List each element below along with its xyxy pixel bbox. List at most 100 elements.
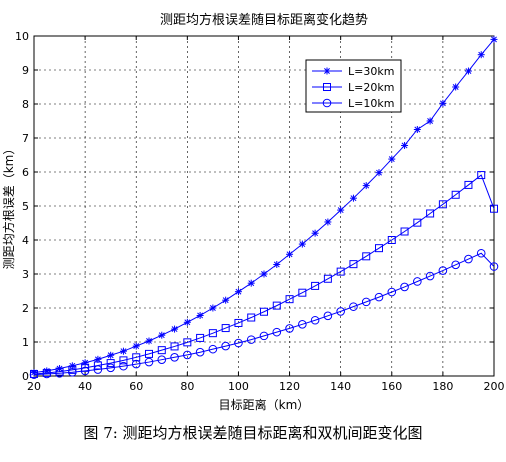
legend-label: L=30km [348,65,394,78]
data-point [362,182,370,190]
data-point [298,240,306,248]
y-tick-label: 3 [22,268,29,281]
legend-item: L=30km [312,65,394,78]
legend-label: L=20km [348,81,394,94]
data-point [387,236,396,244]
data-point [361,297,371,307]
data-point [323,274,332,283]
data-point [285,295,294,304]
data-point [464,67,472,75]
data-point [400,282,409,292]
y-tick-label: 2 [22,302,29,315]
data-point [349,302,358,311]
data-point [489,262,499,271]
data-point [107,351,115,359]
data-point [490,204,498,213]
series-circle [29,248,499,379]
data-point [324,218,332,226]
data-point [144,357,154,367]
x-tick-label: 120 [279,380,300,393]
data-point [68,362,76,370]
data-point [286,250,294,258]
y-tick-label: 6 [22,166,29,179]
data-point [426,117,434,125]
data-point [375,244,383,253]
data-point [400,227,409,236]
data-point [272,327,282,337]
x-tick-label: 200 [484,380,505,393]
data-point [311,281,320,290]
data-point [93,365,103,374]
data-point [452,83,460,91]
legend-marker [323,83,331,91]
data-point [247,279,255,287]
data-point [208,344,218,354]
data-point [298,320,307,329]
data-point [464,254,473,264]
data-point [170,342,179,351]
data-point [119,347,127,355]
data-point [208,329,217,338]
legend-marker [322,98,332,108]
data-point [42,369,52,379]
legend-marker [323,67,331,75]
data-point [119,361,128,371]
data-point [259,331,269,341]
series-line [33,252,495,376]
legend-box [305,59,402,113]
data-point [413,277,422,286]
figure-caption: 图 7: 测距均方根误差随目标距离和双机间距变化图 [83,424,423,442]
y-tick-label: 0 [22,370,29,383]
x-tick-label: 160 [381,380,402,393]
legend: L=30km L=20km L=10km [305,59,402,113]
data-point [413,126,421,133]
axis-ticks: 20 40 60 80 100 120 140 160 180 200 0 1 2 3 4 5 6 7 8 9 10 [15,30,505,393]
data-point [476,248,486,258]
data-point [426,209,435,218]
data-point [246,335,256,344]
data-point [157,346,166,355]
data-point [145,349,153,358]
data-point [170,353,179,362]
chart-figure: 20 40 60 80 100 120 140 160 180 200 0 1 2 3 4 5 6 7 8 9 10 测… [1,12,505,412]
x-tick-label: 180 [432,380,453,393]
data-point [285,324,294,333]
data-point [195,347,205,357]
data-point [337,206,345,214]
data-point [196,311,204,319]
x-tick-label: 60 [129,380,143,393]
data-point [247,313,256,322]
data-point [209,304,217,312]
data-point [451,260,460,270]
legend-item: L=10km [312,97,394,110]
data-point [260,307,268,316]
data-point [171,325,179,333]
data-point [221,341,230,351]
data-point [425,271,435,281]
x-tick-label: 140 [330,380,351,393]
data-point [401,141,409,149]
y-tick-label: 4 [22,234,29,247]
data-point [81,359,89,367]
x-axis-label: 目标距离（km） [219,397,310,412]
data-point [349,194,357,202]
x-tick-label: 100 [228,380,249,393]
data-point [477,51,485,59]
y-tick-label: 5 [22,200,29,213]
legend-label: L=10km [348,97,394,110]
x-tick-label: 40 [78,380,92,393]
series-line [33,174,495,375]
series-square [30,171,498,378]
y-tick-label: 7 [22,132,29,145]
data-point [439,99,447,107]
data-point [438,266,448,275]
data-point [131,359,141,369]
data-point [55,368,64,378]
data-point [234,288,242,296]
y-tick-label: 9 [22,64,29,77]
y-tick-label: 8 [22,98,29,111]
data-point [323,311,333,321]
grid-lines [34,36,494,376]
chart-title: 测距均方根误差随目标距离变化趋势 [160,12,368,28]
data-point [183,318,191,326]
